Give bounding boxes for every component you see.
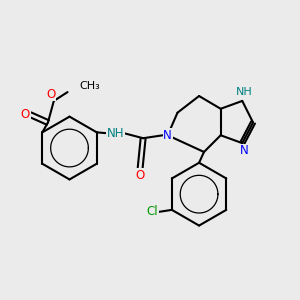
- Text: N: N: [163, 129, 172, 142]
- Text: N: N: [240, 145, 249, 158]
- Text: NH: NH: [236, 87, 253, 97]
- Text: NH: NH: [107, 127, 124, 140]
- Text: Cl: Cl: [146, 205, 158, 218]
- Text: O: O: [136, 169, 145, 182]
- Text: O: O: [21, 108, 30, 121]
- Text: O: O: [46, 88, 56, 100]
- Text: CH₃: CH₃: [79, 81, 100, 91]
